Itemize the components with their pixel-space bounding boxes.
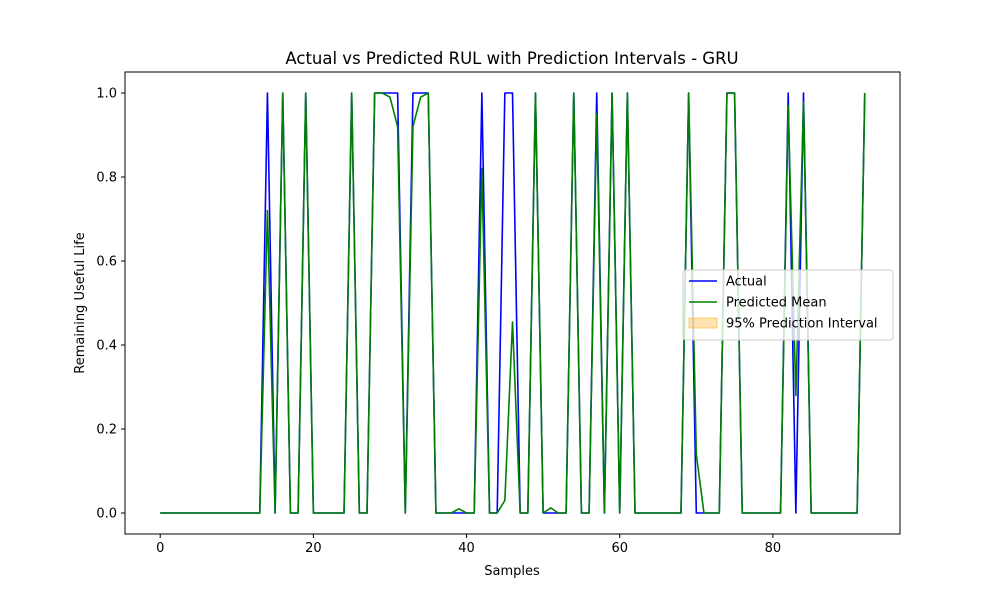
legend-box [682, 269, 894, 341]
legend-label: Predicted Mean [726, 296, 827, 311]
y-tick-label: 1.0 [96, 87, 117, 102]
series-line-predicted-mean [160, 92, 866, 514]
legend-label: 95% Prediction Interval [726, 317, 878, 332]
legend-swatch-prediction-interval [688, 317, 718, 329]
x-tick-label: 60 [611, 541, 628, 556]
plot-area: 0 20 40 60 80 0.0 0.2 0.4 0.6 0.8 1.0 [96, 71, 901, 556]
x-tick-label: 20 [305, 541, 322, 556]
y-tick-label: 0.8 [96, 171, 117, 186]
y-tick-label: 0.2 [96, 423, 117, 438]
y-tick-label: 0.4 [96, 339, 117, 354]
y-axis-title: Remaining Useful Life [73, 232, 88, 373]
y-tick-label: 0.6 [96, 255, 117, 270]
legend: Actual Predicted Mean 95% Prediction Inter… [682, 269, 894, 341]
axes-frame [124, 71, 901, 535]
x-axis-title: Samples [484, 564, 540, 579]
y-tick-label: 0.0 [96, 507, 117, 522]
x-tick-label: 80 [765, 541, 782, 556]
chart-title: Actual vs Predicted RUL with Prediction … [285, 49, 738, 68]
legend-label: Actual [726, 275, 767, 290]
x-tick-label: 40 [458, 541, 475, 556]
x-tick-label: 0 [156, 541, 164, 556]
